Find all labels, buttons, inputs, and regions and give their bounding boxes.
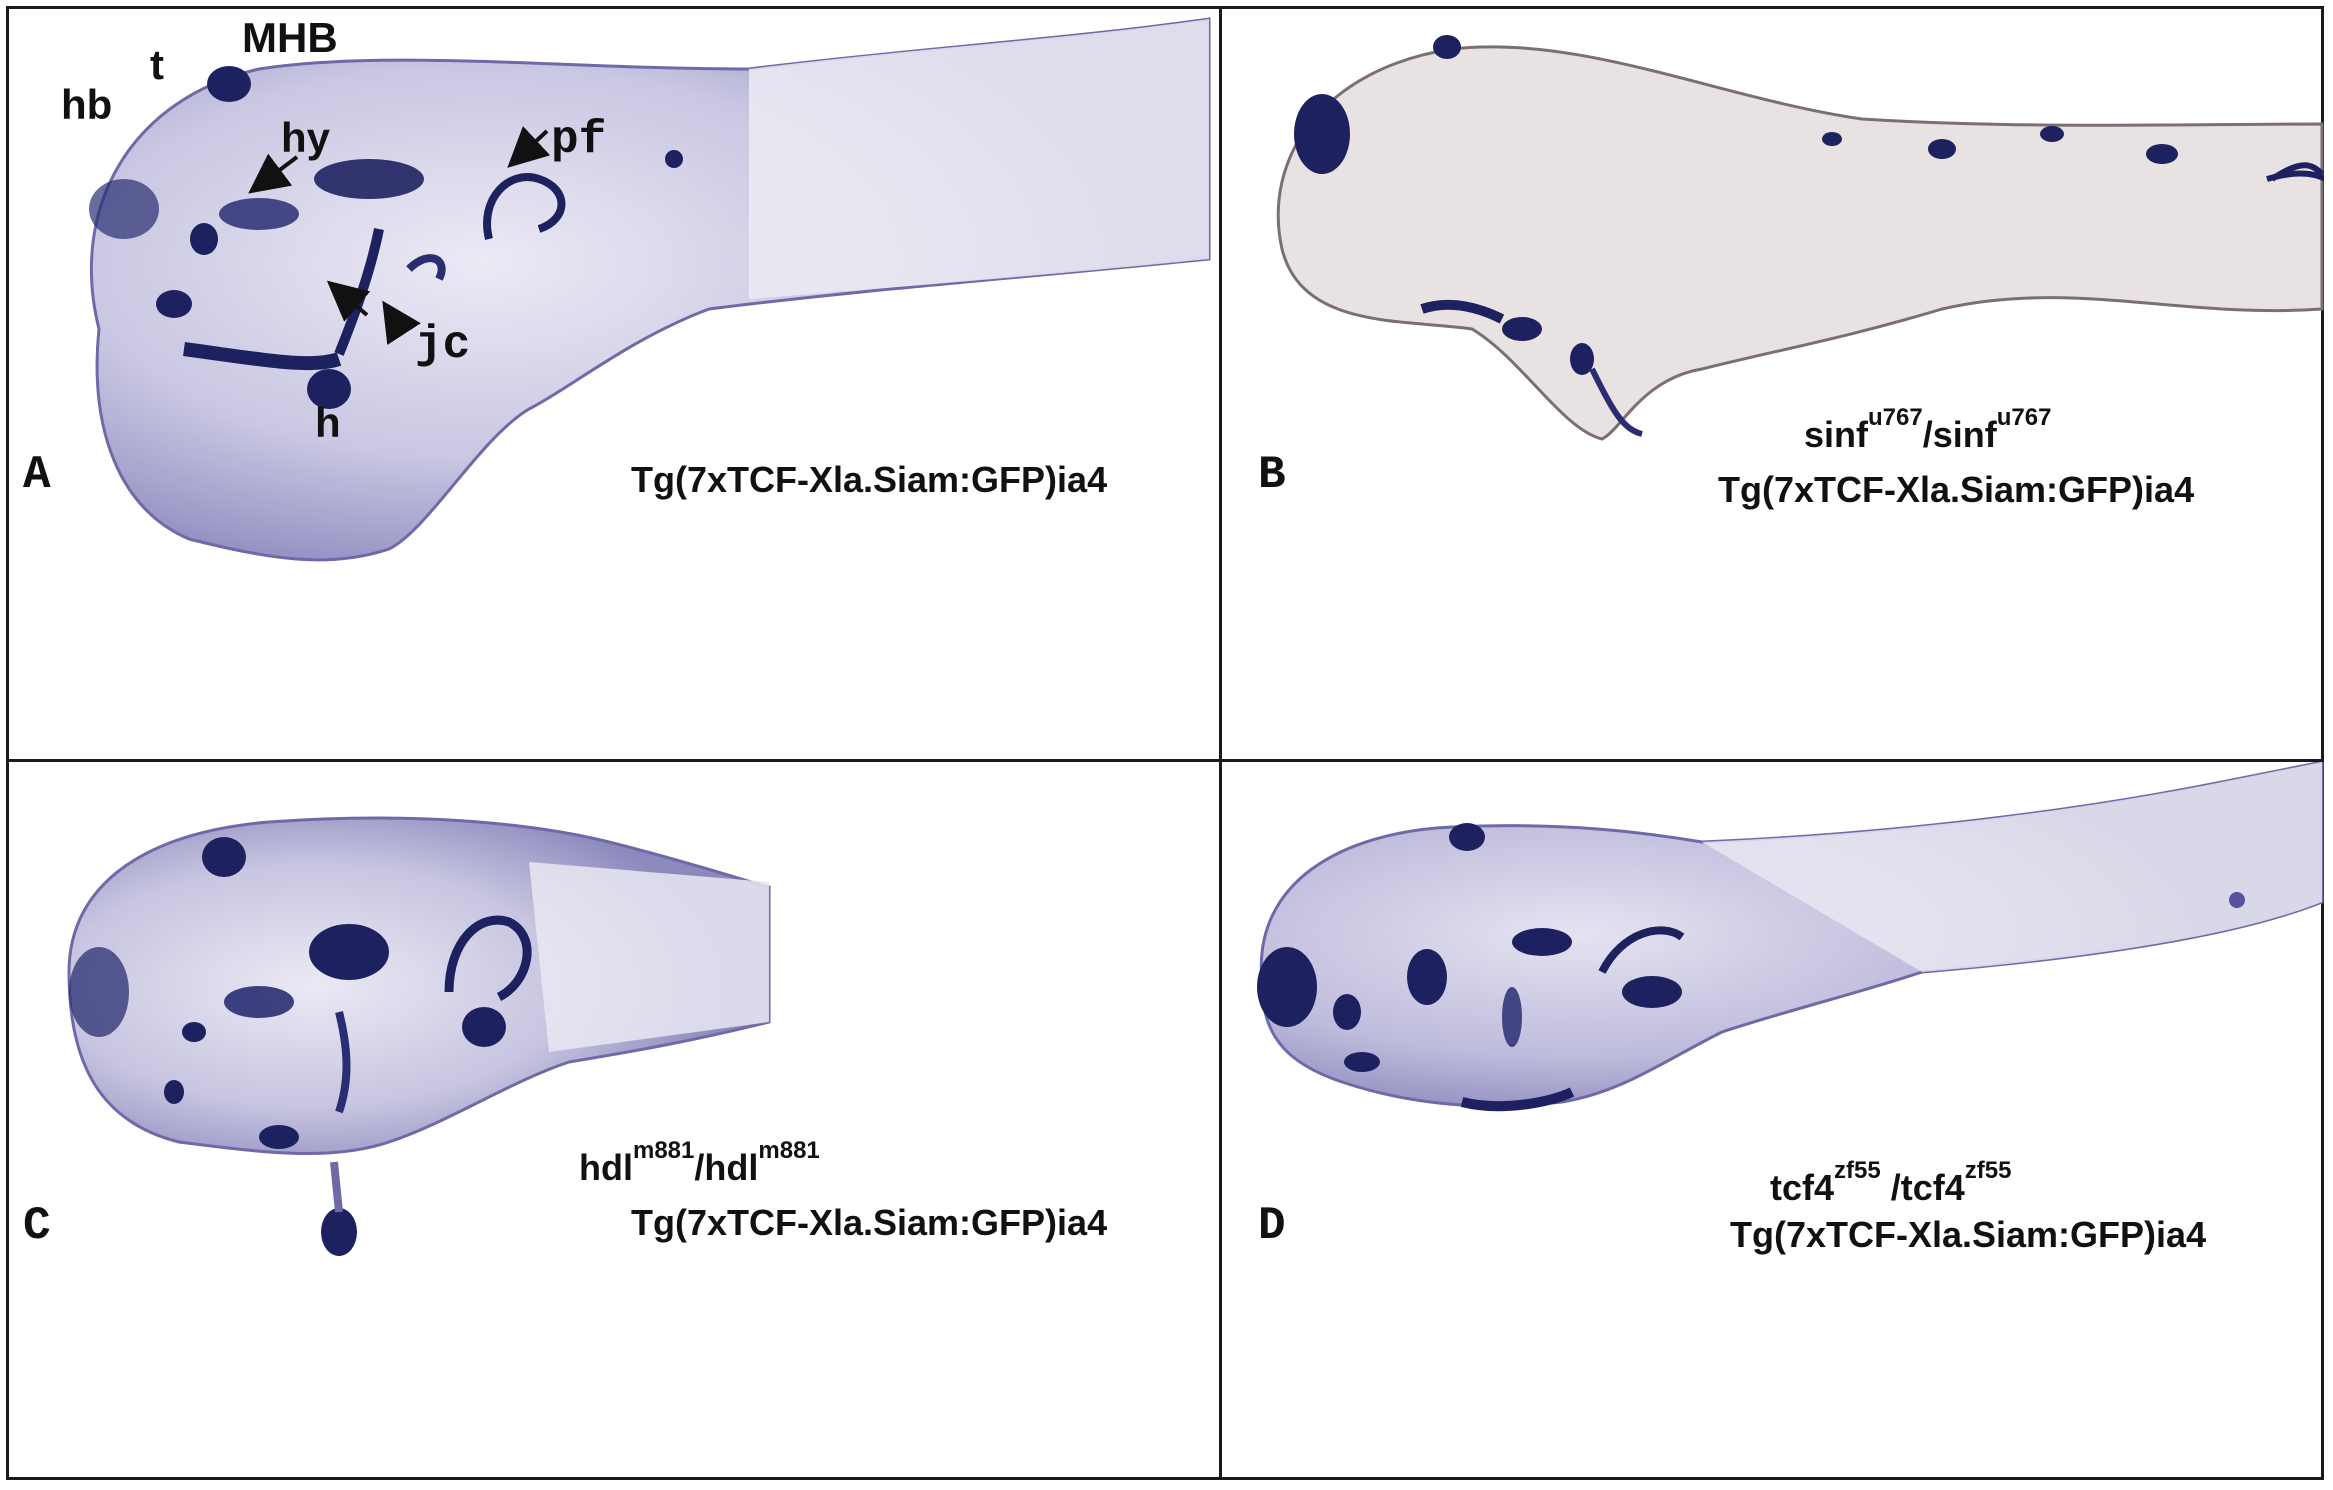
panel-a: MHB t hb hy pf jc h A Tg(7xTCF-Xla.Siam:…	[9, 9, 1219, 759]
mutant-d-separator: /	[1880, 1167, 1901, 1208]
mutant-b-allele: u767	[1868, 404, 1923, 431]
arrow-jc-2	[382, 300, 421, 346]
mutant-d-allele2: zf55	[1964, 1157, 2012, 1184]
embryo-image-d	[1257, 762, 2324, 1112]
genotype-a: Tg(7xTCF-Xla.Siam:GFP)ia4	[631, 459, 1108, 500]
mutant-d-base: tcf4	[1770, 1167, 1835, 1208]
mutant-label-c: hdlm881/hdlm881	[579, 1137, 820, 1189]
mutant-c-allele2: m881	[758, 1137, 820, 1164]
horizontal-divider	[6, 759, 2324, 762]
mutant-c-base2: hdl	[704, 1147, 759, 1188]
figure-frame	[6, 6, 2324, 1480]
panel-c: hdlm881/hdlm881 C Tg(7xTCF-Xla.Siam:GFP)…	[9, 762, 1219, 1480]
mutant-label-d: tcf4zf55 /tcf4zf55	[1770, 1157, 2011, 1209]
panel-letter-a: A	[23, 449, 51, 501]
genotype-c: Tg(7xTCF-Xla.Siam:GFP)ia4	[631, 1202, 1108, 1243]
label-pf: pf	[551, 114, 607, 166]
annotation-arrows-a	[248, 126, 551, 346]
panel-letter-d: D	[1258, 1200, 1286, 1252]
mutant-b-separator: /	[1922, 414, 1933, 455]
mutant-label-b: sinfu767/sinfu767	[1804, 404, 2051, 456]
mutant-d-allele: zf55	[1834, 1157, 1881, 1184]
vertical-divider	[1219, 6, 1222, 1480]
label-h: h	[315, 399, 341, 446]
genotype-b: Tg(7xTCF-Xla.Siam:GFP)ia4	[1718, 469, 2195, 510]
embryo-image-a	[89, 17, 1211, 562]
label-mhb: MHB	[242, 14, 338, 61]
mutant-b-base: sinf	[1804, 414, 1869, 455]
embryo-image-c	[67, 816, 771, 1256]
arrow-hy	[248, 153, 299, 194]
mutant-d-base2: tcf4	[1900, 1167, 1965, 1208]
arrow-jc-1	[326, 280, 371, 322]
panel-d: tcf4zf55 /tcf4zf55 D Tg(7xTCF-Xla.Siam:G…	[1222, 762, 2324, 1480]
panel-letter-b: B	[1258, 449, 1286, 501]
label-hy: hy	[281, 114, 331, 161]
panel-letter-c: C	[23, 1200, 51, 1252]
label-hb: hb	[61, 81, 113, 128]
arrow-pf	[507, 126, 551, 168]
mutant-b-base2: sinf	[1932, 414, 1997, 455]
label-jc: jc	[415, 319, 471, 371]
mutant-b-allele2: u767	[1996, 404, 2052, 431]
panel-b: sinfu767/sinfu767 B Tg(7xTCF-Xla.Siam:GF…	[1222, 9, 2324, 759]
label-t: t	[150, 41, 164, 88]
mutant-c-separator: /	[694, 1147, 705, 1188]
genotype-d: Tg(7xTCF-Xla.Siam:GFP)ia4	[1730, 1214, 2207, 1255]
mutant-c-allele: m881	[632, 1137, 695, 1164]
mutant-c-base: hdl	[579, 1147, 633, 1188]
embryo-image-b	[1276, 35, 2324, 441]
